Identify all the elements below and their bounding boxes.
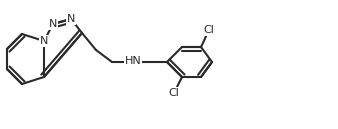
Text: Cl: Cl [169,88,179,98]
Text: N: N [40,36,48,46]
Text: N: N [49,19,57,29]
Text: Cl: Cl [203,25,214,35]
Text: HN: HN [125,56,141,66]
Text: N: N [67,14,75,24]
